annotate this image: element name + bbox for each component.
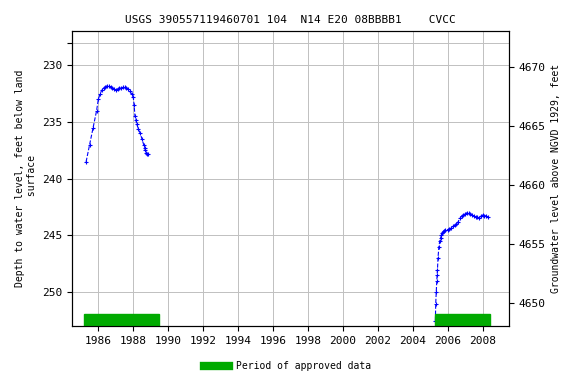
Bar bbox=[84, 314, 160, 326]
Y-axis label: Depth to water level, feet below land
 surface: Depth to water level, feet below land su… bbox=[15, 70, 37, 288]
Bar bbox=[435, 314, 490, 326]
Y-axis label: Groundwater level above NGVD 1929, feet: Groundwater level above NGVD 1929, feet bbox=[551, 64, 561, 293]
Title: USGS 390557119460701 104  N14 E20 08BBBB1    CVCC: USGS 390557119460701 104 N14 E20 08BBBB1… bbox=[125, 15, 456, 25]
Legend: Period of approved data: Period of approved data bbox=[200, 358, 376, 375]
